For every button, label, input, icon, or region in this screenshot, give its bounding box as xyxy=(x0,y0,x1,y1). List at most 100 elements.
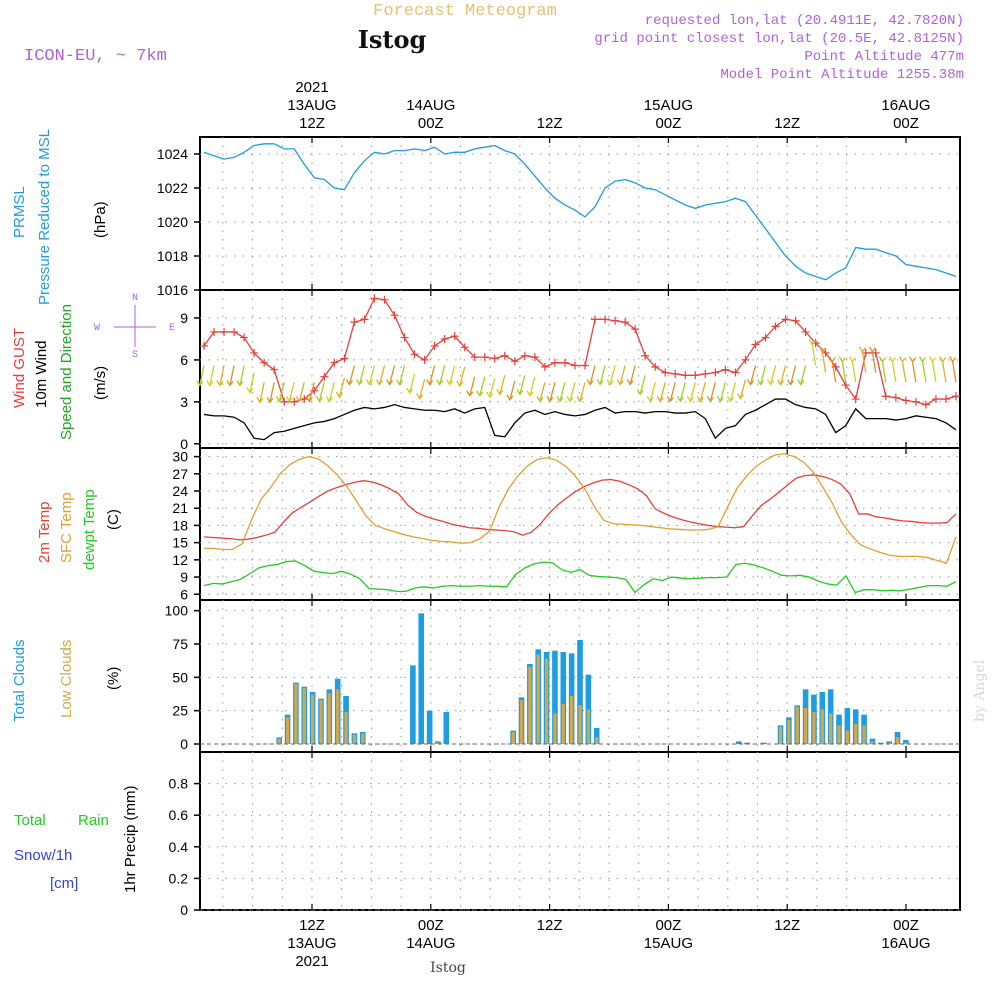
wind-arrow xyxy=(398,365,406,385)
wind-arrowhead xyxy=(606,379,614,386)
time-label-bottom: 16AUG xyxy=(881,935,930,952)
gust-marker xyxy=(661,368,670,377)
y-tick-label: 3 xyxy=(180,394,188,410)
wind-arrow xyxy=(811,344,817,366)
wind-arrow xyxy=(358,365,366,385)
wind-arrowhead xyxy=(878,356,886,363)
bar-low-clouds xyxy=(561,704,565,744)
gust-marker xyxy=(330,358,339,367)
bar-low-clouds xyxy=(904,742,908,744)
wind-arrowhead xyxy=(616,379,624,386)
wind-arrowhead xyxy=(848,356,856,363)
y-tick-label: 0 xyxy=(180,736,188,752)
wind-arrow xyxy=(719,382,727,402)
precip-labels: Total Rain Snow/1h [cm] 1hr Precip (mm) xyxy=(14,785,139,893)
gust-marker xyxy=(550,358,559,367)
wind-arrowhead xyxy=(315,396,323,403)
credit-watermark: by Angel xyxy=(972,659,988,722)
wind-arrowhead xyxy=(236,380,244,387)
gust-marker xyxy=(711,368,720,377)
bar-low-clouds xyxy=(344,712,348,744)
wind-arrowhead xyxy=(736,393,745,400)
snow-label: Snow/1h xyxy=(14,847,72,864)
gust-marker xyxy=(651,362,660,371)
y-tick-label: 0.8 xyxy=(169,776,189,792)
wind-arrowhead xyxy=(868,346,876,353)
gust-marker xyxy=(460,343,469,352)
wind-arrow xyxy=(749,365,757,385)
wind-10m-label: 10m Wind xyxy=(33,340,50,408)
wind-arrow xyxy=(259,382,265,403)
pressure-unit-label: (hPa) xyxy=(92,201,109,238)
wind-arrowhead xyxy=(656,396,664,403)
panel-3: 0 25 50 75 100 xyxy=(165,599,961,753)
wind-arrow xyxy=(239,365,245,386)
gust-marker xyxy=(280,397,289,406)
y-tick-label: 0.2 xyxy=(169,870,189,886)
time-label-top: 12Z xyxy=(774,115,800,132)
wind-arrow xyxy=(861,351,867,373)
y-tick-label: 0.4 xyxy=(169,839,189,855)
bar-low-clouds xyxy=(895,737,900,744)
compass-w: W xyxy=(94,323,100,334)
wind-arrowhead xyxy=(576,396,584,403)
wind-arrow xyxy=(519,375,526,395)
gust-marker xyxy=(891,393,900,402)
wind-arrow xyxy=(408,373,416,394)
y-tick-label: 1022 xyxy=(157,180,188,196)
pressure-labels: PRMSL Pressure Reduced to MSL (hPa) xyxy=(11,129,109,305)
wind-arrowhead xyxy=(726,396,734,403)
prmsl-label: PRMSL xyxy=(11,186,28,238)
wind-arrowhead xyxy=(426,379,434,386)
wind-arrow xyxy=(639,375,646,395)
wind-arrow xyxy=(599,365,606,385)
wind-arrowhead xyxy=(456,380,464,388)
wind-arrowhead xyxy=(586,379,594,386)
bar-total-clouds xyxy=(735,741,742,744)
tsfc-label: SFC Temp xyxy=(58,492,75,563)
wind-arrowhead xyxy=(345,379,353,386)
bar-total-clouds xyxy=(844,708,851,744)
bar-low-clouds xyxy=(327,693,331,744)
panel-1: 0 3 6 9 xyxy=(180,289,961,452)
gust-marker xyxy=(781,315,790,324)
time-label-top: 12Z xyxy=(299,115,325,132)
gust-marker xyxy=(941,395,950,404)
gust-marker xyxy=(881,392,890,401)
wind-arrow xyxy=(348,365,356,385)
wind-arrowhead xyxy=(216,380,224,387)
wind-arrowhead xyxy=(385,379,394,386)
gust-marker xyxy=(440,334,449,343)
gust-marker xyxy=(320,372,329,381)
wind-arrow xyxy=(659,382,666,402)
wind-arrowhead xyxy=(828,356,836,363)
wind-arrow xyxy=(439,365,446,385)
series-sfc-temp xyxy=(204,453,957,565)
gust-marker xyxy=(350,318,359,327)
y-tick-label: 6 xyxy=(180,352,188,368)
gust-marker xyxy=(751,340,760,349)
gust-marker xyxy=(540,362,549,371)
wind-arrowhead xyxy=(206,380,214,387)
wind-arrow xyxy=(199,365,205,386)
gust-marker xyxy=(520,351,529,360)
gust-marker xyxy=(801,327,810,336)
wind-arrow xyxy=(579,382,586,402)
gust-marker xyxy=(851,395,860,404)
gust-marker xyxy=(631,325,640,334)
gust-marker xyxy=(641,351,650,360)
wind-arrow xyxy=(951,361,957,383)
time-axis: 202113AUG12Z12Z13AUG202114AUG00Z00Z14AUG… xyxy=(287,79,930,970)
wind-arrow xyxy=(911,361,917,383)
bar-total-clouds xyxy=(418,613,425,744)
gust-marker xyxy=(250,348,259,357)
wind-arrow xyxy=(881,361,887,383)
time-label-top: 14AUG xyxy=(406,97,455,114)
time-label-top: 16AUG xyxy=(881,97,930,114)
wind-arrowhead xyxy=(476,390,484,397)
gust-marker xyxy=(581,361,590,370)
wind-arrow xyxy=(459,366,466,387)
wind-arrowhead xyxy=(226,380,234,387)
wind-arrowhead xyxy=(777,379,785,386)
